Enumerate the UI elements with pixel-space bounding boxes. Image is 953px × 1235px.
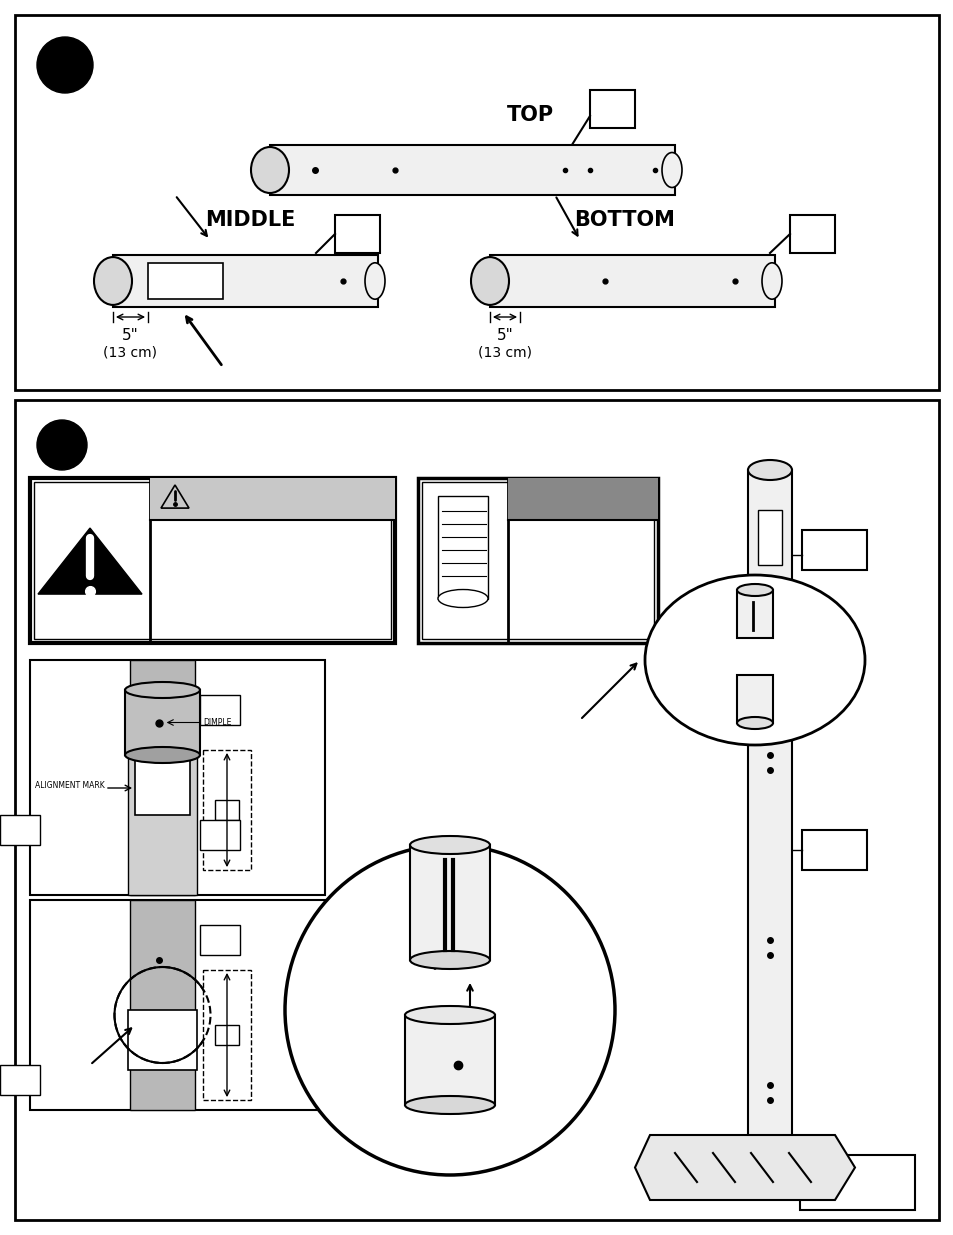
Ellipse shape [747, 459, 791, 480]
Ellipse shape [661, 152, 681, 188]
Ellipse shape [410, 836, 490, 853]
Bar [270, 144, 675, 195]
Ellipse shape [761, 263, 781, 299]
Ellipse shape [125, 682, 200, 698]
Bar [214, 1025, 239, 1045]
Circle shape [37, 37, 92, 93]
Ellipse shape [471, 257, 509, 305]
Bar [130, 659, 194, 895]
Bar [417, 478, 658, 643]
Bar [0, 1065, 40, 1095]
Bar [34, 482, 391, 638]
Bar [758, 510, 781, 564]
Bar [737, 590, 772, 638]
Bar [30, 478, 395, 643]
Text: MIDDLE: MIDDLE [205, 210, 294, 230]
Bar [214, 800, 239, 820]
Ellipse shape [737, 584, 772, 597]
Text: DIMPLE: DIMPLE [203, 718, 232, 727]
Ellipse shape [644, 576, 864, 745]
Circle shape [285, 845, 615, 1174]
Bar [125, 690, 200, 755]
Circle shape [37, 420, 87, 471]
Polygon shape [161, 485, 189, 508]
Bar [30, 900, 325, 1110]
Text: BOTTOM: BOTTOM [574, 210, 675, 230]
Text: (13 cm): (13 cm) [103, 346, 157, 359]
Ellipse shape [737, 718, 772, 729]
Ellipse shape [125, 747, 200, 763]
Text: 5": 5" [121, 327, 138, 342]
Bar [15, 400, 938, 1220]
Ellipse shape [437, 589, 488, 608]
Bar [128, 1010, 196, 1070]
Bar [128, 740, 196, 895]
Bar [801, 530, 866, 571]
Ellipse shape [410, 951, 490, 969]
Bar [15, 15, 938, 390]
Bar [203, 750, 251, 869]
Text: (13 cm): (13 cm) [477, 346, 532, 359]
Bar [589, 90, 635, 128]
Bar [490, 254, 774, 308]
Bar [200, 925, 240, 955]
Polygon shape [38, 529, 142, 594]
Text: ALIGNMENT MARK: ALIGNMENT MARK [35, 781, 105, 789]
Bar [200, 820, 240, 850]
Ellipse shape [251, 147, 289, 193]
Bar [747, 471, 791, 1150]
Ellipse shape [405, 1095, 495, 1114]
Polygon shape [635, 1135, 854, 1200]
Text: 5": 5" [497, 327, 513, 342]
Bar [203, 969, 251, 1100]
Bar [405, 1015, 495, 1105]
Bar [0, 815, 40, 845]
Bar [800, 1155, 914, 1210]
Bar [437, 496, 488, 599]
Ellipse shape [405, 1007, 495, 1024]
Bar [148, 263, 223, 299]
Ellipse shape [365, 263, 385, 299]
Bar [421, 482, 654, 638]
Ellipse shape [94, 257, 132, 305]
Bar [801, 830, 866, 869]
Bar [737, 676, 772, 722]
Bar [130, 900, 194, 1110]
Bar [507, 478, 658, 520]
Bar [335, 215, 379, 253]
Bar [410, 845, 490, 960]
Bar [150, 478, 395, 520]
Bar [789, 215, 834, 253]
Text: TOP: TOP [506, 105, 553, 125]
Bar [135, 760, 190, 815]
Bar [112, 254, 377, 308]
Bar [200, 695, 240, 725]
Bar [30, 659, 325, 895]
